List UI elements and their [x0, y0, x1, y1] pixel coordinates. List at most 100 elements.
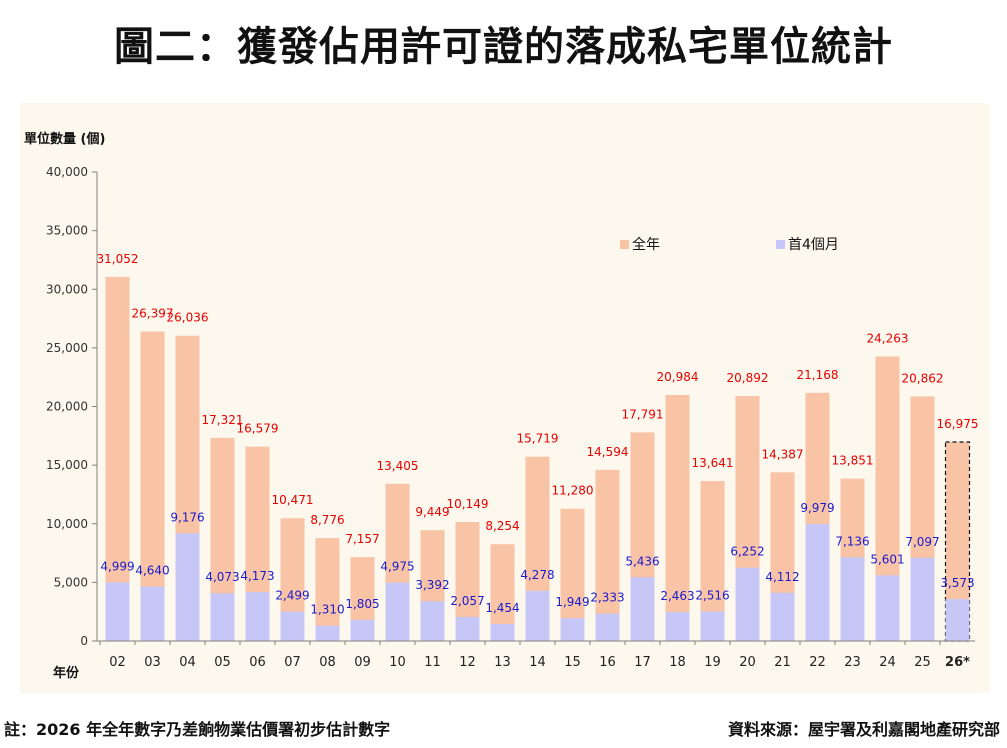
y-tick-label: 25,000	[46, 341, 88, 355]
data-label-first-four-months: 1,454	[485, 601, 519, 615]
bar-estimate-outline	[944, 441, 971, 642]
bar-first-four-months	[105, 582, 130, 641]
bar-first-four-months	[245, 592, 270, 641]
x-tick-label: 05	[214, 655, 231, 670]
data-label-first-four-months: 4,112	[765, 570, 799, 584]
y-tick-label: 20,000	[46, 400, 88, 414]
x-tick-label: 10	[389, 655, 406, 670]
data-label-full-year: 20,862	[902, 371, 944, 385]
data-label-full-year: 9,449	[415, 505, 449, 519]
x-tick-label: 21	[774, 655, 791, 670]
x-tick-label: 08	[319, 655, 336, 670]
data-label-full-year: 16,579	[237, 422, 279, 436]
data-label-full-year: 7,157	[345, 532, 379, 546]
data-label-first-four-months: 4,278	[520, 568, 554, 582]
bar-first-four-months	[560, 618, 585, 641]
x-tick-label: 22	[809, 655, 826, 670]
bar-first-four-months	[210, 593, 235, 641]
bar-first-four-months	[735, 567, 760, 641]
data-label-full-year: 26,397	[132, 306, 174, 320]
x-tick-label: 12	[459, 655, 476, 670]
bar-first-four-months	[420, 601, 445, 641]
bar-first-four-months	[700, 611, 725, 641]
data-label-first-four-months: 1,310	[310, 603, 344, 617]
data-label-full-year: 17,791	[622, 407, 664, 421]
data-label-full-year: 15,719	[517, 432, 559, 446]
bar-first-four-months	[595, 613, 620, 641]
bar-first-four-months	[350, 619, 375, 641]
bar-first-four-months	[805, 523, 830, 641]
data-label-full-year: 8,776	[310, 513, 344, 527]
data-label-first-four-months: 9,176	[170, 510, 204, 524]
bar-first-four-months	[315, 625, 340, 641]
data-label-first-four-months: 7,097	[905, 535, 939, 549]
data-label-full-year: 11,280	[552, 484, 594, 498]
y-axis-title: 單位數量 (個)	[24, 131, 105, 147]
data-label-full-year: 10,149	[447, 497, 489, 511]
data-label-first-four-months: 2,057	[450, 594, 484, 608]
x-tick-label: 03	[144, 655, 161, 670]
data-label-full-year: 13,641	[692, 456, 734, 470]
data-label-full-year: 21,168	[797, 368, 839, 382]
x-tick-label: 26*	[945, 655, 970, 670]
data-label-first-four-months: 3,573	[940, 576, 974, 590]
data-label-first-four-months: 4,173	[240, 569, 274, 583]
data-label-full-year: 26,036	[167, 311, 209, 325]
bar-full-year	[665, 394, 690, 641]
bar-full-year	[315, 538, 340, 641]
data-label-first-four-months: 4,073	[205, 570, 239, 584]
data-label-full-year: 17,321	[202, 413, 244, 427]
x-axis-title: 年份	[53, 665, 80, 681]
data-label-full-year: 13,851	[832, 454, 874, 468]
legend-swatch-first-four-months	[776, 240, 785, 249]
bar-first-four-months	[175, 533, 200, 641]
x-tick-label: 04	[179, 655, 196, 670]
bar-first-four-months	[455, 616, 480, 641]
y-tick-label: 5,000	[54, 575, 88, 589]
data-label-first-four-months: 1,949	[555, 595, 589, 609]
data-label-first-four-months: 3,392	[415, 578, 449, 592]
data-label-full-year: 20,892	[727, 371, 769, 385]
footer-source: 資料來源：屋宇署及利嘉閣地產研究部	[727, 720, 1000, 739]
x-tick-label: 14	[529, 655, 546, 670]
data-label-first-four-months: 4,975	[380, 560, 414, 574]
data-label-full-year: 8,254	[485, 519, 519, 533]
bar-first-four-months	[770, 592, 795, 641]
bar-full-year	[105, 276, 130, 641]
data-label-first-four-months: 4,640	[135, 564, 169, 578]
x-tick-label: 02	[109, 655, 126, 670]
x-tick-label: 06	[249, 655, 266, 670]
data-label-first-four-months: 1,805	[345, 597, 379, 611]
x-tick-label: 19	[704, 655, 721, 670]
data-label-first-four-months: 2,516	[695, 588, 729, 602]
y-tick-label: 40,000	[46, 165, 88, 179]
data-label-first-four-months: 2,463	[660, 589, 694, 603]
x-tick-label: 20	[739, 655, 756, 670]
data-label-full-year: 14,594	[587, 445, 629, 459]
bar-first-four-months	[385, 582, 410, 641]
data-label-first-four-months: 2,333	[590, 591, 624, 605]
bar-full-year	[595, 469, 620, 641]
x-tick-label: 13	[494, 655, 511, 670]
data-label-full-year: 14,387	[762, 447, 804, 461]
footer: 註：2026 年全年數字乃差餉物業估價署初步估計數字 資料來源：屋宇署及利嘉閣地…	[4, 716, 1004, 739]
bar-first-four-months	[875, 575, 900, 641]
data-label-first-four-months: 7,136	[835, 534, 869, 548]
x-tick-label: 15	[564, 655, 581, 670]
footer-note: 註：2026 年全年數字乃差餉物業估價署初步估計數字	[4, 720, 391, 739]
bar-first-four-months	[945, 599, 970, 641]
data-label-full-year: 13,405	[377, 459, 419, 473]
legend-label-first-four-months: 首4個月	[788, 237, 839, 253]
bar-first-four-months	[140, 586, 165, 641]
bar-first-four-months	[490, 623, 515, 641]
data-label-first-four-months: 6,252	[730, 545, 764, 559]
bar-first-four-months	[630, 577, 655, 641]
x-tick-label: 09	[354, 655, 371, 670]
data-label-first-four-months: 4,999	[100, 559, 134, 573]
bar-first-four-months	[280, 611, 305, 641]
y-tick-label: 0	[80, 634, 88, 648]
legend-label-full-year: 全年	[632, 236, 660, 253]
bar-first-four-months	[910, 557, 935, 641]
data-label-first-four-months: 5,436	[625, 554, 659, 568]
